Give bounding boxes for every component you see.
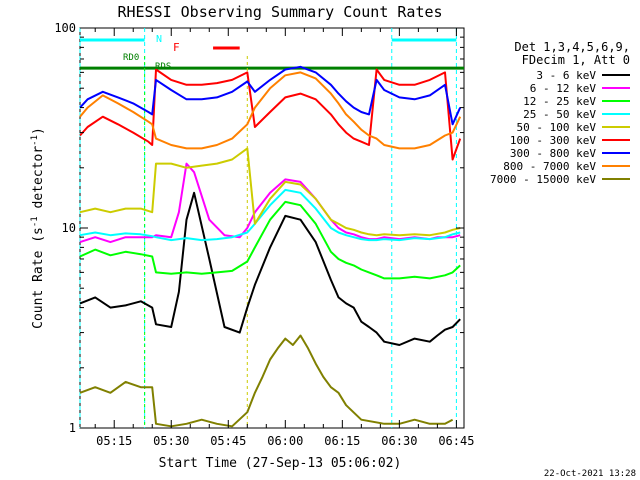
legend-entry-label: 100 - 300 keV: [510, 134, 596, 147]
flag-label-flare: F: [173, 41, 180, 54]
series-line-25-50-kev-kev: [79, 188, 461, 242]
legend-entry-label: 3 - 6 keV: [536, 69, 596, 82]
legend: Det 1,3,4,5,6,9, FDecim 1, Att 0 3 - 6 k…: [490, 40, 630, 186]
series-line-300-800-kev-kev: [79, 65, 462, 126]
legend-entry-label: 300 - 800 keV: [510, 147, 596, 160]
series-line-3-6-kev-kev: [79, 191, 461, 346]
y-tick-label: 1: [69, 421, 76, 435]
x-tick-label: 05:45: [210, 434, 246, 448]
series-line-800-7000-kev-kev: [79, 71, 462, 150]
legend-header-line: Det 1,3,4,5,6,9,: [514, 40, 630, 54]
y-axis-label: Count Rate (s-1 detector-1): [30, 127, 46, 329]
series-layer: [79, 65, 462, 428]
y-tick-label: 10: [62, 221, 76, 235]
legend-entry-label: 7000 - 15000 keV: [490, 173, 596, 186]
y-tick-label: 100: [54, 21, 76, 35]
legend-entry-label: 50 - 100 keV: [517, 121, 597, 134]
x-tick-label: 05:30: [153, 434, 189, 448]
y-axis-label-part: detector: [31, 146, 46, 217]
legend-header-line: FDecim 1, Att 0: [522, 53, 630, 67]
x-tick-label: 06:00: [267, 434, 303, 448]
y-axis-label-part: Count Rate (s: [31, 227, 46, 329]
x-tick-label: 05:15: [96, 434, 132, 448]
legend-entry-label: 12 - 25 keV: [523, 95, 596, 108]
plot-frame: [79, 27, 465, 429]
flag-label-night: N: [156, 34, 162, 45]
footer-timestamp: 22-Oct-2021 13:28: [544, 469, 636, 479]
legend-entry-label: 800 - 7000 keV: [503, 160, 596, 173]
y-axis-label-exponent: -1: [30, 135, 40, 146]
flag-markers: [79, 28, 464, 428]
legend-entry-label: 25 - 50 keV: [523, 108, 596, 121]
series-line-6-12-kev-kev: [79, 162, 461, 244]
series-line-12-25-kev-kev: [79, 200, 461, 280]
series-line-50-100-kev-kev: [79, 147, 461, 237]
plot-area-border: [79, 27, 465, 429]
flag-label-rd0: RD0: [123, 53, 139, 63]
chart-title: RHESSI Observing Summary Count Rates: [117, 3, 442, 21]
flag-label-rds: RDS: [155, 62, 171, 72]
legend-entry-label: 6 - 12 keV: [530, 82, 597, 95]
axes: 05:15 05:30 05:45 06:00 06:15 06:30 06:45 1 10 10…: [54, 21, 474, 448]
x-tick-label: 06:30: [381, 434, 417, 448]
x-tick-label: 06:15: [324, 434, 360, 448]
x-tick-label: 06:45: [438, 434, 474, 448]
y-axis-label-exponent: -1: [30, 216, 40, 227]
series-line-100-300-kev-kev: [79, 68, 462, 161]
series-line-7000-15000-kev-kev: [79, 334, 454, 428]
x-axis-label: Start Time (27-Sep-13 05:06:02): [159, 456, 402, 471]
y-axis-label-part: ): [31, 127, 46, 135]
